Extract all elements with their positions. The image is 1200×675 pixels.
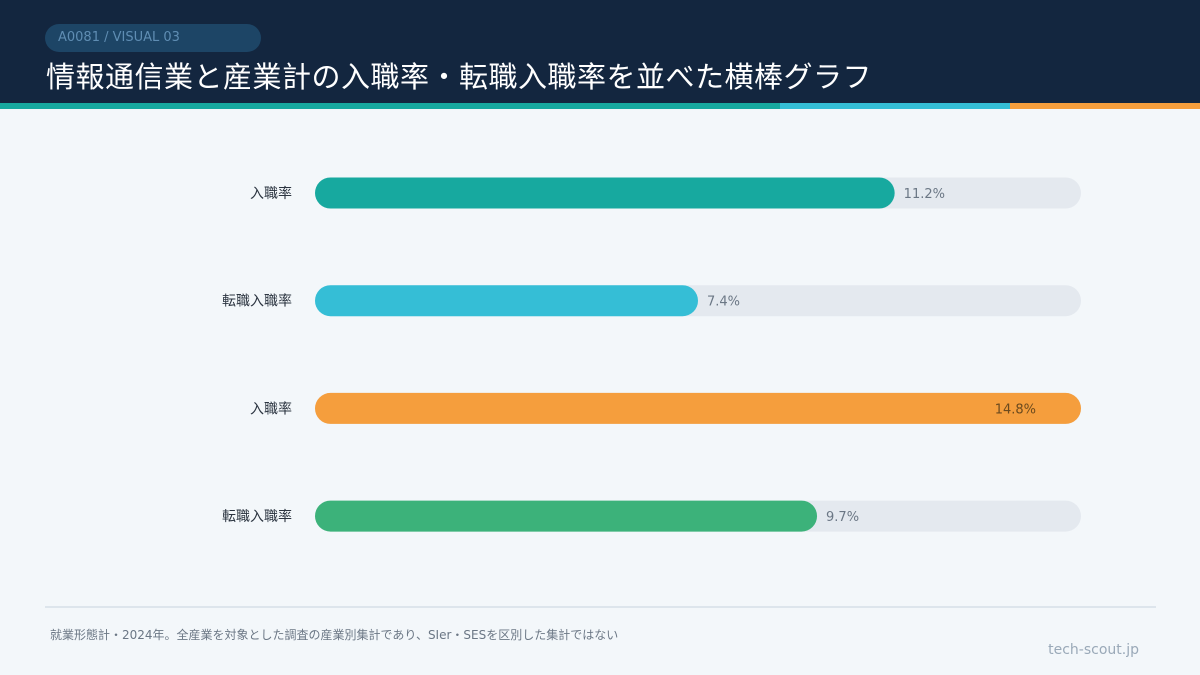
value-label: 9.7% xyxy=(826,510,859,525)
footer-divider xyxy=(45,606,1156,608)
accent-stripe-orange xyxy=(1010,103,1200,109)
bar xyxy=(315,177,895,209)
category-label: 入職率 xyxy=(250,185,292,202)
category-label: 入職率 xyxy=(250,400,292,417)
page-title: 情報通信業と産業計の入職率・転職入職率を並べた横棒グラフ xyxy=(46,60,873,94)
source-note: 就業形態計・2024年。全産業を対象とした調査の産業別集計であり、SIer・SE… xyxy=(50,628,619,642)
bar-chart: 入職率 11.2% 転職入職率 7.4% 入職率 14.8% 転職入職率 9.7% xyxy=(222,177,1081,532)
value-label: 14.8% xyxy=(995,402,1036,417)
value-label: 7.4% xyxy=(707,295,740,310)
bar xyxy=(315,285,698,317)
header-bar: A0081 / VISUAL 03 情報通信業と産業計の入職率・転職入職率を並べ… xyxy=(0,0,1200,103)
visual-tag: A0081 / VISUAL 03 xyxy=(45,24,261,52)
bar xyxy=(315,392,1081,424)
category-label: 転職入職率 xyxy=(222,293,292,310)
category-label: 転職入職率 xyxy=(222,508,292,525)
bar xyxy=(315,500,818,532)
accent-stripe-teal xyxy=(0,103,780,109)
brand-link[interactable]: tech-scout.jp xyxy=(1048,642,1139,658)
value-label: 11.2% xyxy=(904,187,945,202)
accent-stripe-blue xyxy=(780,103,1010,109)
